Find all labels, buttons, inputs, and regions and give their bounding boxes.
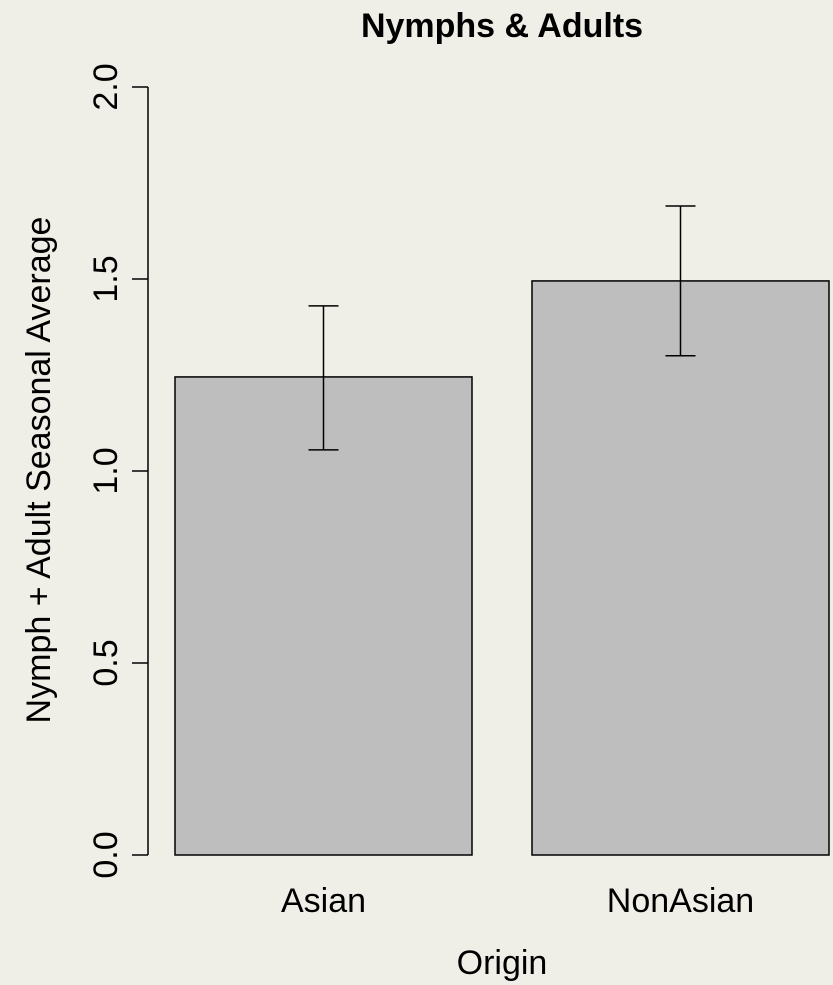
x-tick-label: NonAsian	[607, 882, 754, 920]
x-tick-label: Asian	[281, 882, 366, 920]
x-axis-label: Origin	[457, 944, 548, 982]
error-bars-group	[308, 205, 696, 451]
y-tick-label: 2.0	[87, 63, 125, 110]
error-bar-asian	[308, 305, 339, 451]
bar-nonasian	[531, 280, 830, 856]
chart-title: Nymphs & Adults	[361, 7, 643, 45]
error-bar-nonasian	[665, 205, 696, 357]
x-axis-labels: Asian NonAsian	[281, 882, 754, 920]
y-axis: 0.0 0.5 1.0 1.5 2.0	[87, 63, 149, 879]
y-tick-label: 0.0	[87, 831, 125, 878]
y-tick-label: 0.5	[87, 639, 125, 686]
y-tick-label: 1.5	[87, 255, 125, 302]
y-axis-label: Nymph + Adult Seasonal Average	[20, 217, 58, 724]
y-tick-label: 1.0	[87, 447, 125, 494]
bar-asian	[174, 376, 473, 856]
bars-group	[174, 280, 830, 856]
